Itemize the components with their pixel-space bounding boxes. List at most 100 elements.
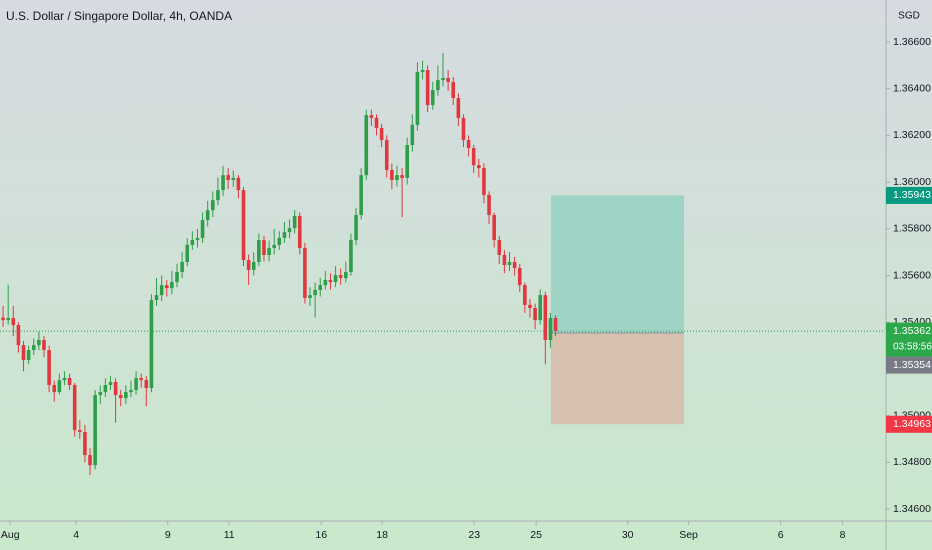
- candle-body: [477, 165, 481, 169]
- x-tick-label: 11: [224, 529, 235, 541]
- candle-body: [236, 177, 241, 191]
- candle-body: [103, 385, 108, 393]
- candle-body: [78, 430, 82, 432]
- candle-body: [149, 300, 154, 389]
- chart-title: U.S. Dollar / Singapore Dollar, 4h, OAND…: [6, 9, 232, 23]
- entry-label: 1.35354: [893, 359, 931, 371]
- countdown-label: 03:58:56: [893, 342, 932, 353]
- candle-body: [216, 190, 220, 201]
- candle-body: [108, 382, 113, 386]
- stop-zone: [550, 332, 684, 425]
- candle-body: [134, 378, 138, 390]
- candle-body: [369, 115, 374, 118]
- candle-body: [344, 272, 348, 279]
- candle-body: [313, 290, 317, 296]
- candle-body: [395, 175, 399, 181]
- candle-body: [548, 318, 553, 340]
- candle-body: [379, 127, 384, 141]
- candle-body: [308, 295, 312, 298]
- candle-body: [267, 247, 271, 255]
- candle-body: [11, 318, 16, 326]
- last-price-label: 1.35362: [893, 325, 931, 337]
- candle-body: [37, 339, 41, 346]
- candle-body: [31, 345, 36, 351]
- candle-body: [221, 175, 225, 191]
- x-tick-label: 9: [165, 529, 171, 541]
- candle-body: [21, 345, 26, 361]
- last-price-label-bg: [886, 322, 932, 357]
- x-tick-label: 23: [468, 529, 480, 541]
- x-tick-label: 16: [315, 529, 327, 541]
- x-tick-label: 4: [73, 529, 79, 541]
- y-tick-label: 1.36000: [893, 176, 931, 188]
- candle-body: [436, 80, 440, 91]
- target-label: 1.35943: [893, 189, 931, 201]
- target-label-bg: [886, 186, 932, 204]
- axes: 1.36600 1.36400 1.36200 1.36000 1.35800 1.356…: [1, 36, 932, 541]
- candle-body: [482, 168, 486, 195]
- candle-body: [57, 380, 62, 393]
- candle-body: [62, 378, 67, 381]
- candle-body: [456, 98, 461, 118]
- candle-body: [190, 240, 195, 245]
- candle-body: [231, 177, 236, 181]
- candle-body: [98, 392, 103, 396]
- x-tick-label: 30: [622, 529, 634, 541]
- candle-body: [241, 190, 246, 261]
- y-tick-label: 1.36600: [893, 36, 931, 48]
- candle-body: [543, 295, 548, 340]
- candle-body: [251, 261, 256, 270]
- candle-body: [226, 175, 230, 181]
- candle-body: [512, 261, 517, 269]
- candle-body: [497, 240, 502, 255]
- x-tick-label: Sep: [679, 529, 698, 541]
- candle-body: [528, 304, 532, 308]
- candle-body: [144, 380, 149, 389]
- candle-body: [502, 254, 507, 266]
- candle-body: [318, 285, 323, 291]
- x-tick-label: Aug: [1, 529, 20, 541]
- x-tick-label: 25: [530, 529, 542, 541]
- target-zone: [550, 195, 684, 333]
- candle-body: [129, 389, 133, 393]
- x-tick-label: 6: [778, 529, 784, 541]
- candle-body: [211, 200, 215, 211]
- y-tick-label: 1.36200: [893, 129, 931, 141]
- y-tick-label: 1.34600: [893, 503, 931, 515]
- candle-body: [195, 237, 200, 241]
- candle-body: [430, 90, 435, 106]
- candle-body: [349, 240, 353, 273]
- candle-body: [405, 145, 410, 178]
- candle-body: [415, 71, 420, 125]
- candle-body: [282, 232, 287, 238]
- candle-body: [262, 240, 266, 255]
- candle-body: [466, 140, 471, 149]
- candle-body: [338, 275, 343, 279]
- candle-body: [47, 350, 51, 386]
- candle-body: [292, 215, 297, 229]
- candle-body: [170, 282, 174, 289]
- x-tick-label: 18: [376, 529, 388, 541]
- candle-body: [16, 325, 21, 346]
- candle-body: [1, 317, 5, 321]
- candle-body: [164, 285, 169, 289]
- candle-body: [359, 175, 363, 216]
- candle-body: [113, 382, 118, 396]
- candle-body: [425, 70, 430, 106]
- candle-body: [553, 318, 558, 332]
- candle-body: [364, 115, 369, 176]
- candle-body: [323, 279, 328, 286]
- candle-body: [83, 431, 87, 456]
- candle-body: [451, 81, 456, 99]
- stop-label-bg: [886, 415, 932, 433]
- candle-body: [441, 77, 445, 81]
- candle-body: [487, 194, 491, 216]
- candle-body: [287, 228, 292, 233]
- candle-body: [154, 295, 159, 301]
- y-tick-label: 1.35600: [893, 269, 931, 281]
- candle-body: [471, 148, 476, 166]
- candle-body: [205, 210, 210, 220]
- candle-body: [333, 275, 338, 283]
